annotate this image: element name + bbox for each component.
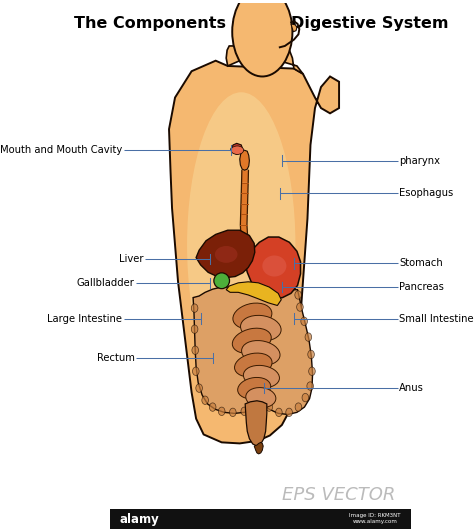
Ellipse shape [275,408,282,417]
Polygon shape [242,170,248,183]
Polygon shape [231,143,243,154]
Ellipse shape [192,367,199,376]
Polygon shape [240,225,247,236]
Ellipse shape [191,325,198,334]
Text: Large Intestine: Large Intestine [47,314,122,323]
Ellipse shape [210,403,216,411]
Ellipse shape [251,403,257,411]
Text: alamy: alamy [119,513,159,526]
Text: Anus: Anus [399,383,424,393]
Ellipse shape [262,255,286,277]
Ellipse shape [215,246,237,263]
Polygon shape [246,237,301,298]
Ellipse shape [229,408,236,417]
Ellipse shape [305,333,312,342]
Polygon shape [196,230,255,278]
Polygon shape [226,46,303,74]
Text: Gallbladder: Gallbladder [76,278,135,288]
Ellipse shape [243,365,280,388]
Ellipse shape [295,403,302,411]
Ellipse shape [301,317,308,326]
Ellipse shape [231,146,244,154]
Ellipse shape [308,350,314,359]
Ellipse shape [242,340,280,365]
Ellipse shape [295,291,301,299]
Text: EPS VECTOR: EPS VECTOR [283,486,396,504]
Polygon shape [291,24,297,32]
Ellipse shape [241,407,247,415]
Ellipse shape [192,346,199,354]
Ellipse shape [240,315,281,341]
Ellipse shape [309,367,315,376]
Ellipse shape [307,382,313,390]
Text: pharynx: pharynx [399,156,440,165]
Polygon shape [226,282,281,305]
Text: The Components of the Digestive System: The Components of the Digestive System [73,16,448,31]
Ellipse shape [297,303,303,311]
Ellipse shape [232,328,271,353]
Ellipse shape [191,304,198,312]
Ellipse shape [302,393,309,402]
Ellipse shape [219,407,225,415]
Ellipse shape [233,303,272,329]
Text: Image ID: RKM3NT: Image ID: RKM3NT [349,513,401,518]
Polygon shape [169,61,339,443]
Polygon shape [241,183,248,193]
Text: Rectum: Rectum [97,353,135,363]
Text: Liver: Liver [119,254,144,264]
Polygon shape [240,214,247,225]
Polygon shape [242,247,250,258]
Ellipse shape [202,396,209,404]
Ellipse shape [266,403,273,411]
Text: Pancreas: Pancreas [399,282,444,292]
Polygon shape [241,236,248,247]
Polygon shape [245,401,267,446]
Polygon shape [254,443,263,454]
Ellipse shape [187,92,295,397]
Text: Mouth and Mouth Cavity: Mouth and Mouth Cavity [0,145,122,155]
Polygon shape [241,193,248,204]
Polygon shape [193,287,312,414]
Text: www.alamy.com: www.alamy.com [353,519,398,525]
Ellipse shape [232,0,292,77]
Ellipse shape [246,388,276,408]
Text: Stomach: Stomach [399,259,443,268]
Ellipse shape [196,384,202,392]
Ellipse shape [258,400,265,408]
Text: Small Intestine: Small Intestine [399,314,474,323]
Ellipse shape [214,273,229,289]
Text: Esophagus: Esophagus [399,188,454,198]
Polygon shape [241,204,247,214]
Ellipse shape [235,353,272,377]
Ellipse shape [286,408,292,417]
Polygon shape [240,150,249,170]
Bar [110,509,411,529]
Ellipse shape [237,377,271,399]
